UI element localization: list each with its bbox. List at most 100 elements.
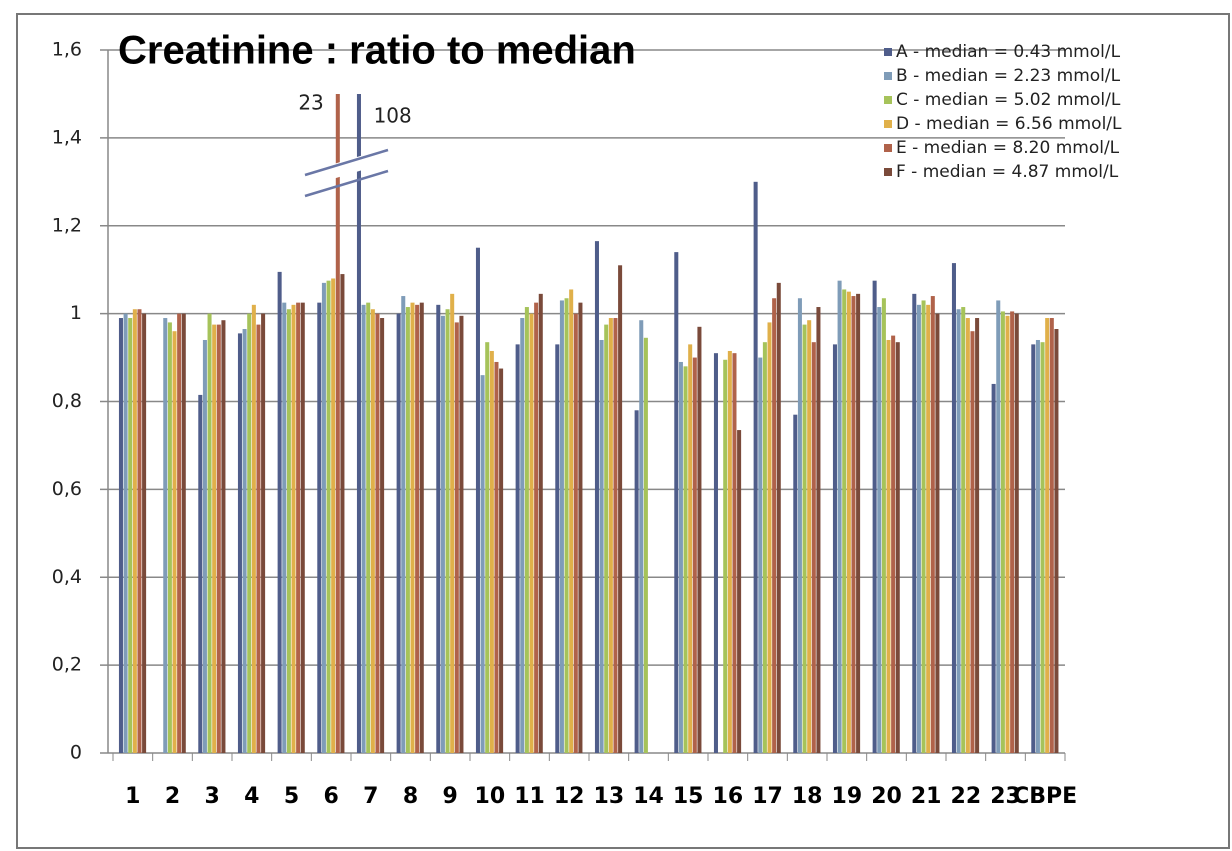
legend-swatch: [884, 168, 892, 176]
y-tick-label: 1,6: [52, 39, 82, 61]
bar: [842, 289, 847, 753]
bar: [807, 320, 812, 753]
grid: 0 0,2 0,4 0,6 0,8 1 1,2 1,4 1,6: [52, 39, 1066, 764]
legend-label: C - median = 5.02 mmol/L: [896, 90, 1121, 110]
bar: [639, 320, 644, 753]
bar: [851, 296, 856, 753]
bar: [573, 313, 578, 753]
legend-label: F - median = 4.87 mmol/L: [896, 162, 1119, 182]
bar: [961, 307, 966, 753]
y-tick-label: 0,6: [52, 478, 82, 500]
bar: [366, 302, 371, 753]
bar: [291, 304, 296, 753]
bar: [732, 353, 737, 753]
bar: [499, 368, 504, 753]
bar: [970, 331, 975, 753]
x-tick-label: 8: [403, 784, 418, 809]
bar: [1035, 339, 1040, 753]
bar: [856, 293, 861, 753]
bar: [846, 291, 851, 753]
y-tick-label: 0,8: [52, 390, 82, 412]
bar: [762, 342, 767, 753]
bar: [837, 280, 842, 753]
bar: [727, 350, 732, 753]
bar: [445, 309, 450, 753]
bar: [251, 304, 256, 753]
bar: [181, 313, 186, 753]
bar: [198, 394, 203, 753]
bar: [555, 344, 560, 753]
bar: [335, 94, 340, 753]
bar: [242, 329, 247, 753]
bar: [118, 318, 123, 753]
bar: [692, 357, 697, 753]
bar: [996, 300, 1001, 753]
bar: [321, 282, 326, 753]
bar: [172, 331, 177, 753]
bar: [317, 302, 322, 753]
bar: [380, 318, 385, 753]
y-tick-label: 1: [70, 302, 82, 324]
bar: [529, 313, 534, 753]
bars: [118, 94, 1059, 754]
y-tick-label: 0,2: [52, 654, 82, 676]
bar: [475, 247, 480, 753]
bar: [356, 94, 361, 753]
bar: [956, 309, 961, 753]
bar: [578, 302, 583, 753]
bar: [515, 344, 520, 753]
x-tick-label: 20: [871, 784, 902, 809]
bar: [753, 181, 758, 753]
bar: [436, 304, 441, 753]
legend-label: B - median = 2.23 mmol/L: [896, 66, 1121, 86]
x-tick-label: 10: [475, 784, 506, 809]
bar: [767, 322, 772, 753]
bar: [634, 410, 639, 753]
bar: [872, 280, 877, 753]
legend-label: E - median = 8.20 mmol/L: [896, 138, 1120, 158]
bar: [613, 318, 618, 753]
x-tick-label: 17: [752, 784, 783, 809]
legend-swatch: [884, 120, 892, 128]
bar: [737, 430, 742, 753]
bar: [480, 375, 485, 753]
bar: [142, 313, 147, 753]
bar: [286, 309, 291, 753]
bar: [678, 361, 683, 753]
bar: [340, 274, 345, 753]
bar: [361, 304, 366, 753]
bar: [375, 313, 380, 753]
bar: [816, 307, 821, 753]
bar: [419, 302, 424, 753]
bar: [559, 300, 564, 753]
bar: [459, 315, 464, 753]
bar: [877, 307, 882, 753]
bar: [277, 271, 282, 753]
data-label: 23: [298, 91, 323, 115]
bar: [401, 296, 406, 753]
x-tick-label: 19: [832, 784, 863, 809]
bar: [202, 339, 207, 753]
bar: [1005, 315, 1010, 753]
x-tick-label: 6: [324, 784, 339, 809]
bar: [618, 265, 623, 753]
bar: [331, 278, 336, 753]
bar: [916, 304, 921, 753]
bar: [326, 280, 331, 753]
x-tick-label: 12: [554, 784, 585, 809]
x-tick-label: CBPE: [1013, 784, 1077, 809]
bar: [1031, 344, 1036, 753]
bar: [912, 293, 917, 753]
legend-swatch: [884, 96, 892, 104]
bar: [604, 324, 609, 753]
y-tick-label: 0: [70, 742, 82, 764]
bar: [776, 282, 781, 753]
bar: [569, 289, 574, 753]
bar: [221, 320, 226, 753]
bar: [137, 309, 142, 753]
bar: [177, 313, 182, 753]
bar: [1045, 318, 1050, 753]
bar: [713, 353, 718, 753]
bar: [520, 318, 525, 753]
bar: [123, 313, 128, 753]
